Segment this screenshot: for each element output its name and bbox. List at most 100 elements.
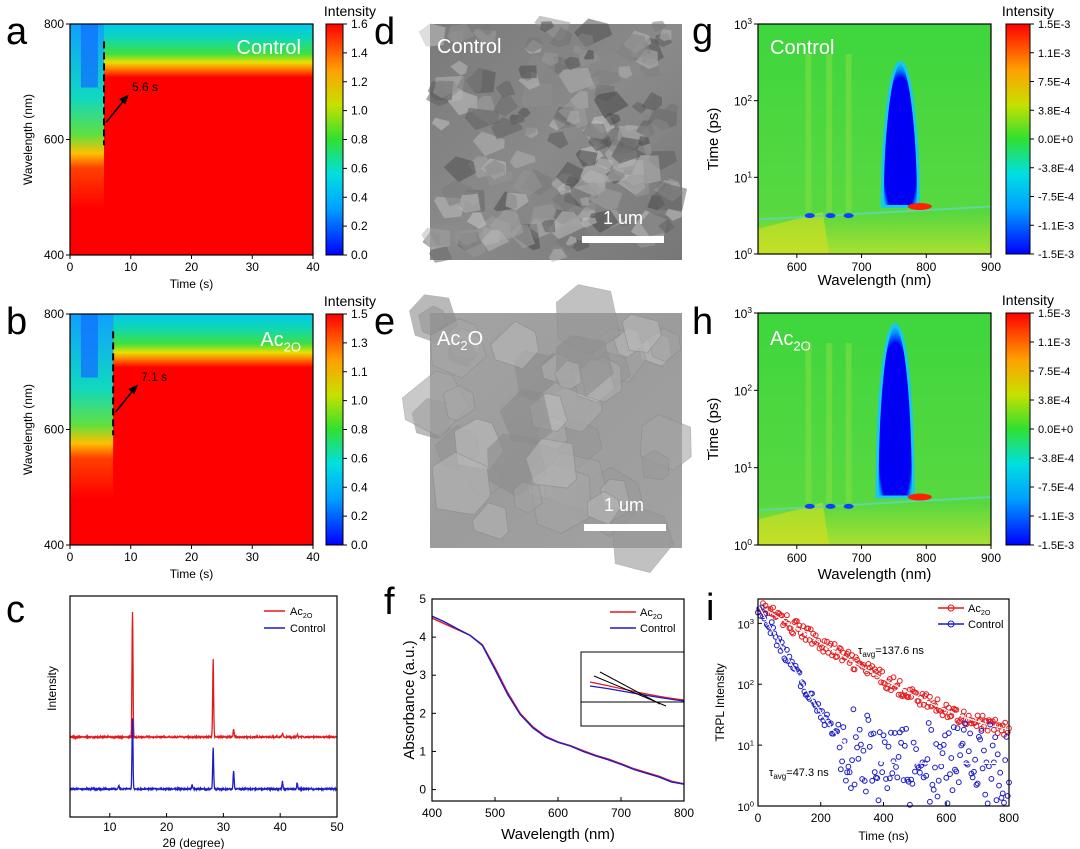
sem-grain: [431, 451, 492, 516]
data-point: [991, 759, 997, 766]
x-axis-label: Time (s): [170, 567, 214, 581]
data-point: [973, 723, 980, 729]
sem-grain: [565, 235, 577, 246]
data-point: [809, 690, 815, 697]
sem-grain: [512, 170, 543, 197]
x-tick-label: 10: [124, 550, 138, 564]
data-point: [861, 778, 868, 784]
sem-grain: [621, 313, 662, 353]
data-point: [991, 726, 997, 733]
data-point: [843, 777, 849, 784]
data-point: [907, 801, 913, 808]
sample-label: Control: [237, 37, 301, 59]
sem-grain: [604, 112, 621, 126]
sem-grain: [518, 65, 537, 79]
tas-blue-dot: [825, 213, 836, 219]
sem-grain: [429, 318, 487, 379]
sem-grain: [499, 388, 553, 445]
y-tick-label: 0: [419, 783, 426, 797]
data-point: [850, 706, 857, 713]
y-tick-label: 1: [419, 744, 426, 758]
data-point: [979, 712, 986, 719]
sem-grain: [432, 79, 458, 99]
data-point: [988, 776, 995, 782]
colorbar-tick-label: 3.8E-4: [1038, 105, 1070, 117]
data-point: [768, 619, 775, 625]
data-point: [993, 797, 1000, 804]
data-point: [851, 781, 858, 788]
tas-time-zero: [757, 496, 992, 512]
data-point: [932, 702, 938, 709]
colorbar: [1005, 312, 1031, 546]
y-tick-label: 103: [734, 305, 752, 321]
x-tick-label: 10: [103, 820, 117, 834]
sem-grain: [490, 320, 540, 370]
data-point: [893, 764, 899, 770]
series-ac2o: [755, 600, 1012, 738]
colorbar-tick-label: 1.4: [351, 46, 368, 60]
sem-grain: [593, 91, 629, 119]
colorbar-tick-label: 1.5E-3: [1038, 308, 1070, 320]
x-tick-label: 50: [330, 820, 344, 834]
data-point: [994, 730, 1001, 737]
colorbar-tick-label: 1.1: [351, 365, 368, 379]
legend-label-ac2o: Ac2O: [968, 603, 991, 617]
data-point: [771, 630, 778, 637]
data-point: [827, 640, 834, 647]
data-point: [949, 787, 956, 794]
data-point: [844, 769, 850, 776]
data-point: [876, 729, 883, 736]
sample-label: Ac2O: [260, 329, 301, 355]
data-point: [834, 653, 840, 660]
x-tick-label: 600: [936, 811, 956, 825]
data-point: [981, 747, 987, 754]
colorbar-tick-label: 0.0: [351, 248, 368, 262]
colorbar-tick-label: -3.8E-4: [1038, 163, 1074, 175]
sem-grain: [651, 20, 667, 33]
data-point: [974, 780, 981, 787]
x-tick-label: 10: [124, 260, 138, 274]
x-axis-label: Time (s): [170, 277, 214, 291]
x-tick-label: 40: [306, 550, 320, 564]
data-point: [968, 720, 975, 727]
tas-background: [758, 24, 991, 254]
colorbar: [325, 23, 344, 256]
y-axis-label: Intensity: [45, 666, 59, 711]
data-point: [996, 782, 1002, 789]
colorbar-tick-label: 0.4: [351, 480, 368, 494]
tas-feature-line: [826, 54, 833, 212]
data-point: [880, 732, 887, 739]
legend-label-control: Control: [290, 623, 325, 635]
tas-blue-dot: [804, 503, 815, 509]
data-point: [944, 714, 951, 721]
y-axis-label: Absorbance (a.u.): [401, 640, 418, 759]
x-tick-label: 800: [674, 806, 694, 820]
tas-early-streak: [758, 211, 830, 254]
data-point: [900, 777, 907, 784]
data-point: [923, 691, 930, 697]
colorbar-tick-label: 1.5E-3: [1038, 19, 1070, 31]
data-point: [855, 755, 862, 762]
sem-grain: [479, 24, 492, 36]
data-point: [831, 641, 838, 647]
x-tick-label: 600: [787, 551, 807, 565]
y-tick-label: 102: [734, 93, 752, 109]
sem-grain: [588, 210, 619, 233]
x-tick-label: 40: [306, 260, 320, 274]
tas-bleach-lobe: [880, 60, 921, 208]
sem-grain: [641, 91, 662, 111]
data-point: [938, 763, 945, 770]
data-point: [903, 725, 909, 732]
data-point: [967, 730, 973, 737]
sem-grain: [466, 212, 487, 229]
data-point: [959, 740, 966, 747]
tas-blue-dot: [804, 213, 815, 219]
scale-bar-ac2o: [584, 524, 666, 531]
tas-background: [758, 313, 991, 545]
data-point: [972, 756, 978, 763]
tas-feature-line: [805, 54, 812, 212]
sem-grain: [556, 161, 584, 184]
sem-grain: [596, 158, 613, 170]
sem-grain: [442, 384, 476, 422]
data-point: [790, 630, 796, 637]
